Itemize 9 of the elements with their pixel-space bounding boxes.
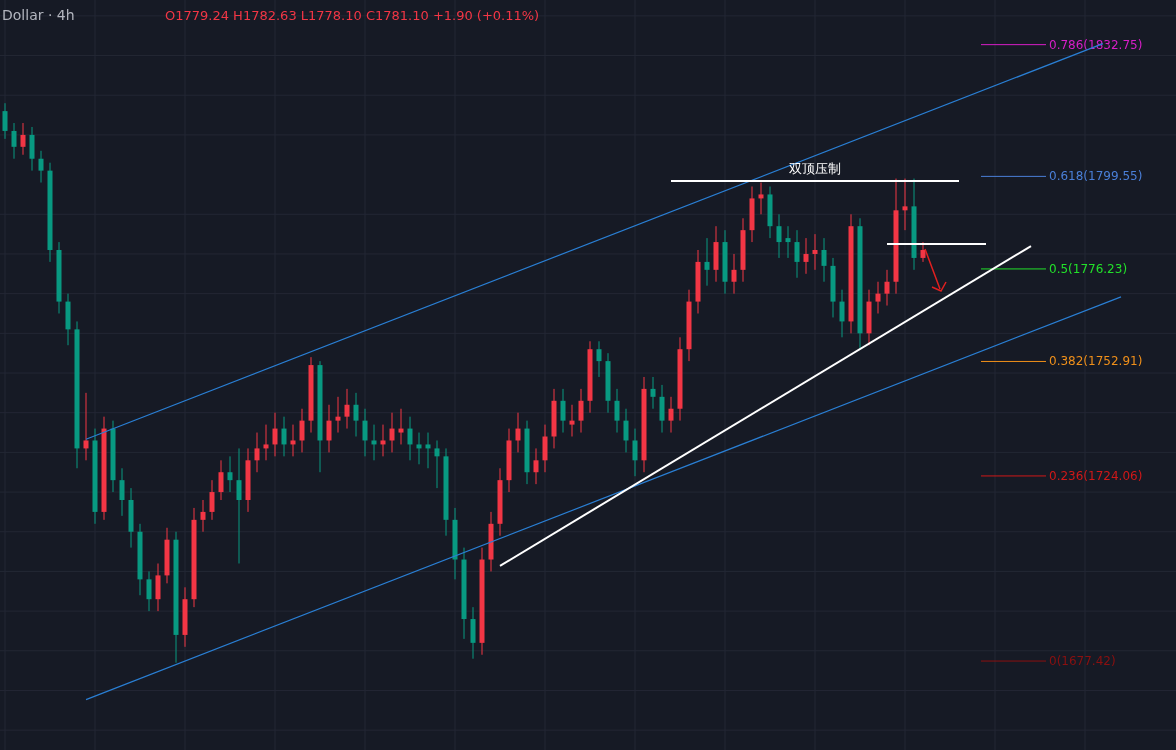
ref-line-label: 0.236(1724.06) (1049, 468, 1143, 483)
ref-line-label: 0.618(1799.55) (1049, 169, 1143, 184)
ref-line-label: 0.382(1752.91) (1049, 354, 1143, 369)
text: O1779.24 H1782.63 L1778.10 C1781.10 +1.90 (+0.11%) (165, 8, 540, 23)
series-label: 双顶压制 (789, 160, 841, 176)
ref-line-label: 0(1677.42) (1049, 654, 1116, 669)
ref-line-label: 0.786(1832.75) (1049, 37, 1143, 52)
ref-line-label: 0.5(1776.23) (1049, 261, 1128, 276)
text: Dollar · 4h (2, 7, 75, 23)
